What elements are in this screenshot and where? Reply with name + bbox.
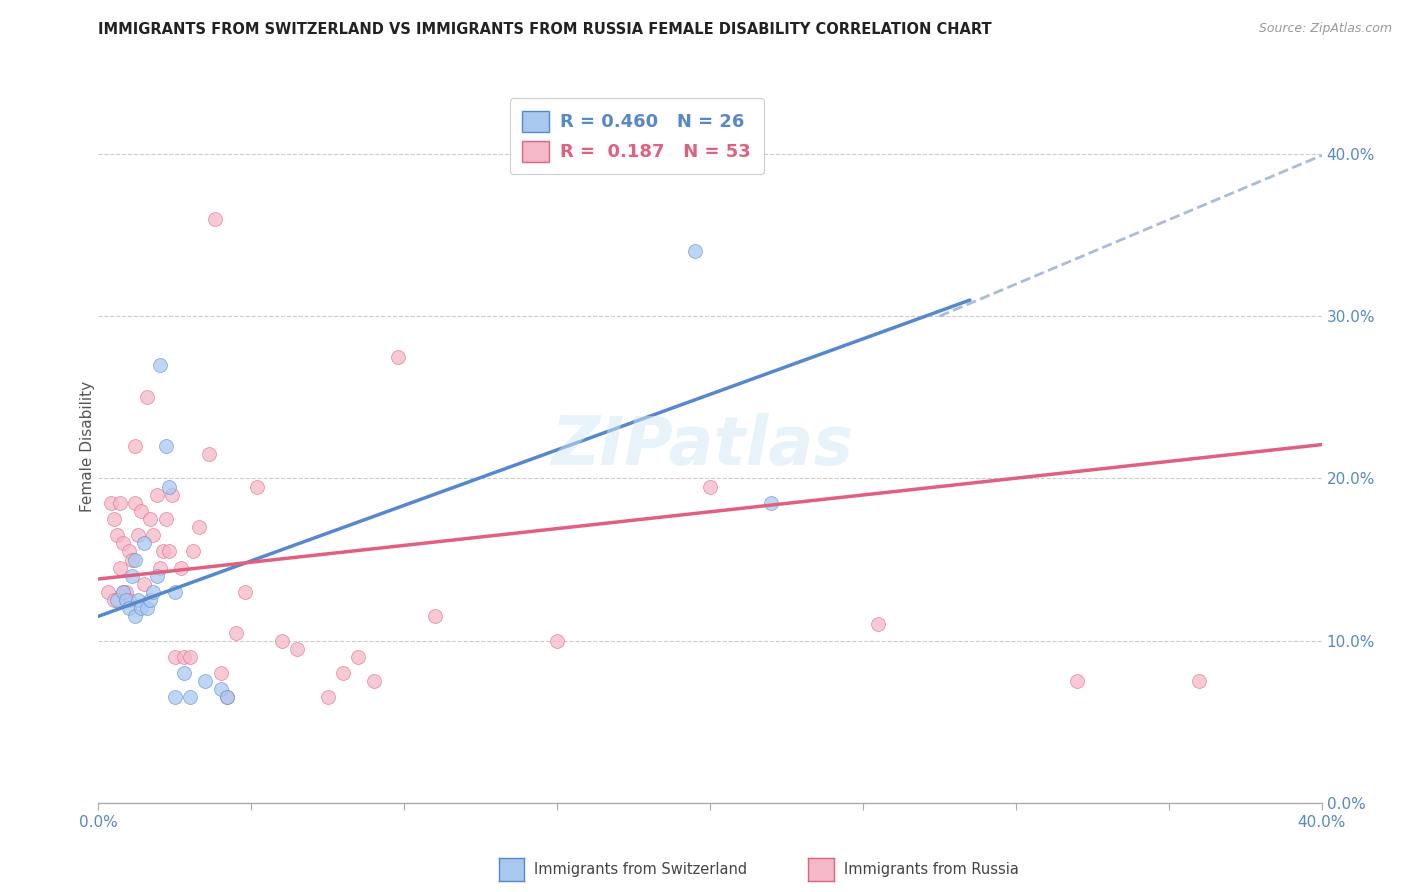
Point <box>124 439 146 453</box>
Point <box>149 560 172 574</box>
Point <box>111 536 134 550</box>
Point <box>108 560 131 574</box>
Point <box>155 439 177 453</box>
Point <box>145 568 167 582</box>
Text: Immigrants from Switzerland: Immigrants from Switzerland <box>534 863 748 877</box>
Point <box>121 552 143 566</box>
Point <box>332 666 354 681</box>
Point <box>170 560 193 574</box>
Point <box>173 666 195 681</box>
Point <box>118 593 141 607</box>
Point <box>759 496 782 510</box>
Point <box>163 690 186 705</box>
Point <box>127 593 149 607</box>
Point <box>139 512 162 526</box>
Point <box>97 585 120 599</box>
Point <box>136 601 159 615</box>
Point <box>233 585 256 599</box>
Point <box>215 690 238 705</box>
Point <box>136 390 159 404</box>
Point <box>246 479 269 493</box>
Point <box>103 593 125 607</box>
Point <box>179 690 201 705</box>
Point <box>157 544 180 558</box>
Point <box>157 479 180 493</box>
Y-axis label: Female Disability: Female Disability <box>80 380 94 512</box>
Point <box>699 479 721 493</box>
Point <box>105 593 128 607</box>
Point <box>103 512 125 526</box>
Point <box>163 649 186 664</box>
Point <box>546 633 568 648</box>
Point <box>100 496 122 510</box>
Point <box>124 552 146 566</box>
Point <box>129 504 152 518</box>
Point <box>127 528 149 542</box>
Point <box>173 649 195 664</box>
Point <box>149 358 172 372</box>
Point <box>129 601 152 615</box>
Legend: R = 0.460   N = 26, R =  0.187   N = 53: R = 0.460 N = 26, R = 0.187 N = 53 <box>509 98 763 174</box>
Point <box>197 447 219 461</box>
Point <box>387 350 409 364</box>
Point <box>285 641 308 656</box>
Text: ZIPatlas: ZIPatlas <box>553 413 853 479</box>
Point <box>160 488 183 502</box>
Point <box>215 690 238 705</box>
Point <box>155 512 177 526</box>
Point <box>188 520 211 534</box>
Point <box>111 585 134 599</box>
Point <box>683 244 706 259</box>
Point <box>316 690 339 705</box>
Point <box>118 601 141 615</box>
Point <box>124 496 146 510</box>
Point <box>209 682 232 697</box>
Point <box>115 593 138 607</box>
Point <box>270 633 292 648</box>
Point <box>115 585 138 599</box>
Text: Immigrants from Russia: Immigrants from Russia <box>844 863 1018 877</box>
Point <box>134 536 156 550</box>
Point <box>423 609 446 624</box>
Point <box>152 544 174 558</box>
Text: Source: ZipAtlas.com: Source: ZipAtlas.com <box>1258 22 1392 36</box>
Point <box>111 585 134 599</box>
Point <box>139 593 162 607</box>
Point <box>105 528 128 542</box>
Point <box>1066 674 1088 689</box>
Point <box>163 585 186 599</box>
Point <box>363 674 385 689</box>
Point <box>142 528 165 542</box>
Point <box>347 649 370 664</box>
Point <box>124 609 146 624</box>
Point <box>209 666 232 681</box>
Point <box>179 649 201 664</box>
Point <box>145 488 167 502</box>
Point <box>134 577 156 591</box>
Point <box>181 544 204 558</box>
Point <box>121 568 143 582</box>
Text: IMMIGRANTS FROM SWITZERLAND VS IMMIGRANTS FROM RUSSIA FEMALE DISABILITY CORRELAT: IMMIGRANTS FROM SWITZERLAND VS IMMIGRANT… <box>98 22 993 37</box>
Point <box>108 496 131 510</box>
Point <box>1188 674 1211 689</box>
Point <box>118 544 141 558</box>
Point <box>142 585 165 599</box>
Point <box>868 617 890 632</box>
Point <box>204 211 226 226</box>
Point <box>194 674 217 689</box>
Point <box>225 625 247 640</box>
